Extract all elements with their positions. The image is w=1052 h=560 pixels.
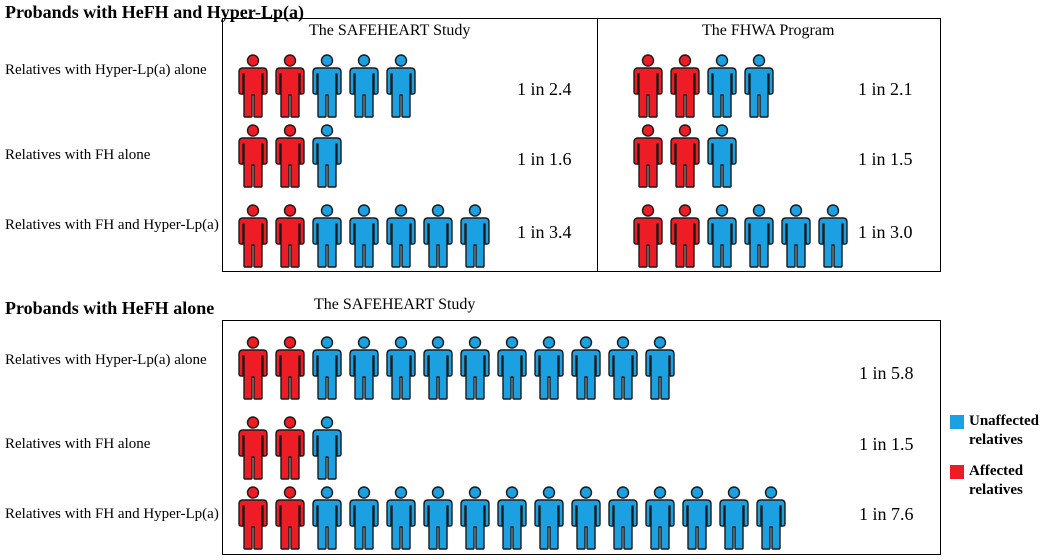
unaffected-person-icon	[644, 486, 676, 550]
unaffected-person-icon	[311, 54, 343, 118]
ratio-label: 1 in 2.4	[517, 79, 572, 99]
fhwa-panel: The FHWA Program 1 in 2.1 1 in 1.5 1 in …	[597, 18, 941, 272]
unaffected-person-icon	[718, 486, 750, 550]
unaffected-person-icon	[607, 486, 639, 550]
unaffected-person-icon	[743, 204, 775, 268]
panel-title: The FHWA Program	[702, 22, 835, 39]
unaffected-person-icon	[681, 486, 713, 550]
unaffected-person-icon	[459, 204, 491, 268]
row-label-fh-alone: Relatives with FH alone	[5, 147, 151, 163]
affected-person-icon	[237, 416, 269, 480]
panel-title: The SAFEHEART Study	[309, 22, 471, 39]
unaffected-person-icon	[348, 336, 380, 400]
affected-person-icon	[274, 486, 306, 550]
affected-person-icon	[237, 54, 269, 118]
legend-label: Affected relatives	[969, 463, 1024, 498]
unaffected-person-icon	[780, 204, 812, 268]
unaffected-person-icon	[533, 336, 565, 400]
legend-swatch	[950, 465, 964, 479]
affected-person-icon	[274, 54, 306, 118]
affected-person-icon	[237, 486, 269, 550]
unaffected-person-icon	[385, 486, 417, 550]
unaffected-person-icon	[311, 124, 343, 188]
affected-person-icon	[274, 124, 306, 188]
unaffected-person-icon	[385, 336, 417, 400]
figure-row	[632, 204, 854, 268]
legend-swatch	[950, 415, 964, 429]
unaffected-person-icon	[755, 486, 787, 550]
unaffected-person-icon	[496, 486, 528, 550]
figure-row	[632, 54, 780, 118]
row-label-fh-and-hyperlpa: Relatives with FH and Hyper-Lp(a)	[5, 217, 219, 233]
legend-label: Unaffected relatives	[969, 413, 1039, 448]
affected-person-icon	[237, 204, 269, 268]
unaffected-person-icon	[570, 486, 602, 550]
unaffected-person-icon	[385, 204, 417, 268]
unaffected-person-icon	[607, 336, 639, 400]
safeheart-hefh-panel: 1 in 5.8 1 in 1.5 1 in 7.6	[222, 320, 941, 555]
legend: Unaffected relatives Affected relatives	[950, 412, 1052, 500]
unaffected-person-icon	[311, 486, 343, 550]
unaffected-person-icon	[706, 124, 738, 188]
unaffected-person-icon	[348, 486, 380, 550]
affected-person-icon	[274, 336, 306, 400]
legend-item-unaffected: Unaffected relatives	[950, 412, 1052, 450]
unaffected-person-icon	[817, 204, 849, 268]
unaffected-person-icon	[743, 54, 775, 118]
ratio-label: 1 in 3.4	[517, 222, 572, 242]
figure-row	[632, 124, 743, 188]
row-label-hyperlpa-alone: Relatives with Hyper-Lp(a) alone	[5, 62, 207, 78]
affected-person-icon	[632, 124, 664, 188]
ratio-label: 1 in 1.5	[858, 149, 913, 169]
affected-person-icon	[237, 124, 269, 188]
row-label-fh-alone: Relatives with FH alone	[5, 436, 151, 452]
unaffected-person-icon	[706, 54, 738, 118]
figure-row	[237, 124, 348, 188]
ratio-label: 1 in 1.6	[517, 149, 572, 169]
affected-person-icon	[632, 204, 664, 268]
unaffected-person-icon	[459, 486, 491, 550]
figure-row	[237, 204, 496, 268]
unaffected-person-icon	[496, 336, 528, 400]
unaffected-person-icon	[706, 204, 738, 268]
affected-person-icon	[669, 124, 701, 188]
affected-person-icon	[274, 204, 306, 268]
unaffected-person-icon	[644, 336, 676, 400]
unaffected-person-icon	[422, 336, 454, 400]
unaffected-person-icon	[385, 54, 417, 118]
ratio-label: 1 in 1.5	[859, 434, 914, 454]
unaffected-person-icon	[570, 336, 602, 400]
unaffected-person-icon	[348, 204, 380, 268]
section2-heading: Probands with HeFH alone	[5, 298, 215, 318]
unaffected-person-icon	[348, 54, 380, 118]
figure-row	[237, 54, 422, 118]
ratio-label: 1 in 3.0	[858, 222, 913, 242]
affected-person-icon	[237, 336, 269, 400]
ratio-label: 1 in 2.1	[858, 79, 913, 99]
section1-heading: Probands with HeFH and Hyper-Lp(a)	[5, 2, 305, 22]
safeheart-panel: The SAFEHEART Study 1 in 2.4 1 in 1.6 1 …	[222, 18, 598, 272]
unaffected-person-icon	[422, 204, 454, 268]
unaffected-person-icon	[311, 416, 343, 480]
figure-row	[237, 336, 681, 400]
unaffected-person-icon	[422, 486, 454, 550]
row-label-hyperlpa-alone: Relatives with Hyper-Lp(a) alone	[5, 352, 207, 368]
figure-row	[237, 486, 792, 550]
unaffected-person-icon	[459, 336, 491, 400]
section2-study-title: The SAFEHEART Study	[314, 296, 476, 313]
unaffected-person-icon	[311, 336, 343, 400]
ratio-label: 1 in 5.8	[859, 363, 914, 383]
affected-person-icon	[274, 416, 306, 480]
affected-person-icon	[632, 54, 664, 118]
figure-row	[237, 416, 348, 480]
affected-person-icon	[669, 54, 701, 118]
ratio-label: 1 in 7.6	[859, 504, 914, 524]
legend-item-affected: Affected relatives	[950, 462, 1052, 500]
unaffected-person-icon	[311, 204, 343, 268]
unaffected-person-icon	[533, 486, 565, 550]
row-label-fh-and-hyperlpa: Relatives with FH and Hyper-Lp(a)	[5, 506, 219, 522]
affected-person-icon	[669, 204, 701, 268]
